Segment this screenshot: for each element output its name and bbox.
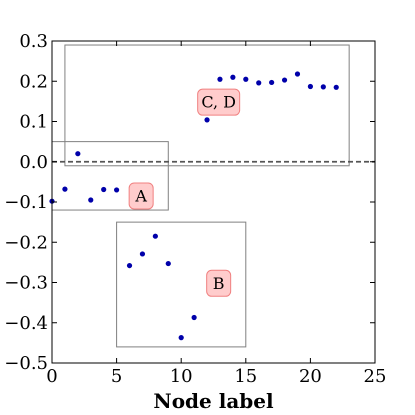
y-tick-label: −0.1 bbox=[4, 192, 48, 213]
x-axis-ticks: 0 5 10 15 20 25 bbox=[46, 41, 386, 387]
data-point bbox=[126, 262, 133, 269]
y-tick-label: −0.5 bbox=[4, 353, 48, 374]
y-tick-label: −0.2 bbox=[4, 232, 48, 253]
x-tick-label: 5 bbox=[111, 366, 122, 387]
data-point bbox=[320, 84, 326, 90]
group-label-box bbox=[128, 182, 154, 210]
group-label: B bbox=[213, 274, 225, 293]
x-tick-label: 25 bbox=[364, 366, 387, 387]
y-tick-label: −0.4 bbox=[4, 313, 48, 334]
data-point bbox=[243, 76, 249, 82]
annotation-labels: A B C, D bbox=[128, 88, 241, 297]
y-tick-label: 0.3 bbox=[19, 31, 48, 52]
y-tick-label: 0.0 bbox=[19, 152, 48, 173]
x-axis-title: Node label bbox=[153, 389, 274, 413]
data-points bbox=[49, 71, 339, 341]
data-point bbox=[165, 260, 171, 267]
data-point bbox=[307, 83, 313, 90]
data-point bbox=[114, 187, 120, 193]
data-point bbox=[178, 335, 184, 341]
x-tick-label: 20 bbox=[299, 366, 322, 387]
data-point bbox=[281, 77, 288, 83]
data-point bbox=[333, 84, 339, 90]
x-tick-label: 0 bbox=[46, 366, 57, 387]
group-box-2 bbox=[64, 44, 350, 167]
data-point bbox=[75, 151, 81, 157]
data-point bbox=[256, 80, 262, 86]
group-label: C, D bbox=[201, 93, 236, 112]
data-point bbox=[191, 314, 197, 321]
y-axis-ticks: 0.3 0.2 0.1 0.0 −0.1 −0.2 −0.3 −0.4 −0.5 bbox=[4, 31, 375, 374]
data-point bbox=[294, 71, 301, 77]
x-tick-label: 15 bbox=[234, 366, 257, 387]
data-point bbox=[204, 117, 210, 123]
data-point bbox=[88, 197, 94, 203]
data-point bbox=[217, 76, 223, 82]
y-tick-label: 0.1 bbox=[19, 112, 48, 133]
y-tick-label: −0.3 bbox=[4, 273, 48, 294]
data-point bbox=[152, 233, 158, 239]
data-point bbox=[62, 186, 68, 192]
data-point bbox=[101, 186, 107, 193]
data-point bbox=[269, 79, 275, 86]
y-tick-label: 0.2 bbox=[19, 71, 48, 92]
group-label-box bbox=[197, 88, 241, 116]
group-label: A bbox=[134, 186, 147, 205]
annotation-boxes bbox=[51, 44, 350, 348]
data-point bbox=[230, 74, 236, 80]
group-box-1 bbox=[116, 221, 247, 348]
group-label-box bbox=[206, 269, 232, 297]
x-tick-label: 10 bbox=[170, 366, 193, 387]
data-point bbox=[139, 251, 146, 257]
